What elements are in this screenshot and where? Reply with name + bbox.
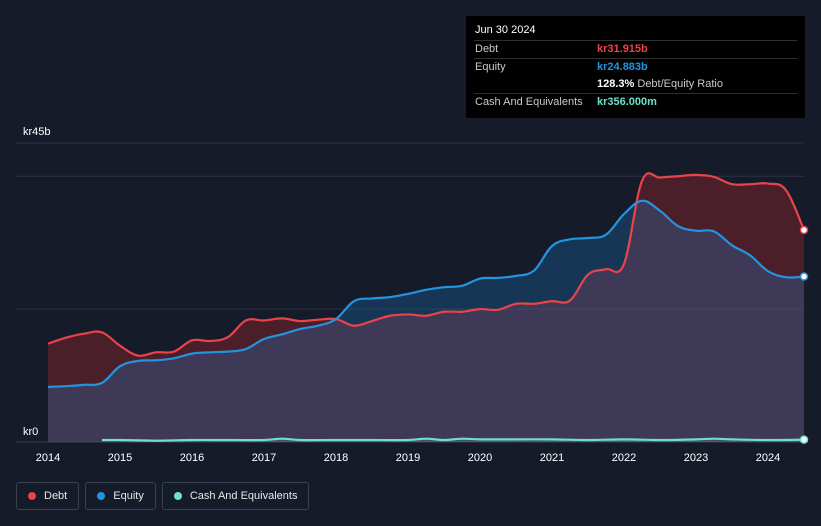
legend-equity-dot-icon (97, 492, 106, 500)
tooltip-row-cash: Cash And Equivalents kr356.000m (474, 93, 797, 111)
line-equity (47, 199, 805, 388)
x-tick-label: 2022 (612, 452, 636, 464)
x-tick-label: 2019 (396, 452, 420, 464)
x-axis-ticks: 2014 2015 2016 2017 2018 2019 2020 2021 2022 2023… (36, 452, 780, 464)
tooltip-ratio: 128.3% Debt/Equity Ratio (597, 76, 723, 92)
legend-item-debt[interactable]: Debt (16, 482, 80, 510)
x-tick-label: 2015 (108, 452, 132, 464)
x-tick-label: 2023 (684, 452, 708, 464)
tooltip-equity-value: kr24.883b (597, 61, 648, 73)
x-tick-label: 2016 (180, 452, 204, 464)
line-cash-and-equivalents (101, 437, 805, 442)
tooltip-debt-label: Debt (475, 43, 499, 55)
legend-debt-dot-icon (28, 492, 36, 500)
tooltip-row-debt: Debt kr31.915b (474, 40, 797, 58)
end-marker-equity (799, 272, 809, 281)
x-tick-label: 2014 (36, 452, 60, 464)
legend-cash-dot-icon (173, 492, 182, 500)
tooltip-debt-value: kr31.915b (597, 43, 648, 55)
x-tick-label: 2018 (324, 452, 348, 464)
end-marker-debt (799, 225, 809, 235)
x-tick-label: 2017 (252, 452, 276, 464)
legend-item-cash[interactable]: Cash And Equivalents (161, 482, 310, 510)
y-axis-bottom-label: kr0 (23, 426, 38, 438)
end-marker-cash-and-equivalents (799, 435, 809, 444)
tooltip-cash-value: kr356.000m (597, 96, 657, 108)
legend-equity-label: Equity (113, 490, 144, 502)
tooltip-panel: Jun 30 2024 Debt kr31.915b Equity kr24.8… (466, 16, 805, 118)
series-areas (48, 173, 804, 442)
legend-debt-label: Debt (44, 490, 68, 502)
y-axis-top-label: kr45b (23, 126, 51, 138)
tooltip-ratio-label: Debt/Equity Ratio (637, 78, 723, 90)
legend-cash-label: Cash And Equivalents (189, 490, 298, 502)
x-tick-label: 2020 (468, 452, 492, 464)
tooltip-cash-label: Cash And Equivalents (475, 96, 583, 108)
x-tick-label: 2021 (540, 452, 564, 464)
tooltip-date: Jun 30 2024 (475, 24, 536, 36)
tooltip-row-ratio: 128.3% Debt/Equity Ratio (474, 76, 797, 93)
series-lines (47, 172, 806, 442)
area-debt (48, 173, 804, 442)
chart-legend: Debt Equity Cash And Equivalents (16, 482, 310, 510)
series-end-markers (799, 225, 809, 444)
tooltip-ratio-value: 128.3% (597, 78, 635, 90)
tooltip-row-equity: Equity kr24.883b (474, 58, 797, 76)
line-debt (47, 172, 806, 357)
legend-item-equity[interactable]: Equity (85, 482, 156, 510)
x-tick-label: 2024 (756, 452, 780, 464)
area-equity (48, 200, 804, 442)
tooltip-equity-label: Equity (475, 61, 506, 73)
